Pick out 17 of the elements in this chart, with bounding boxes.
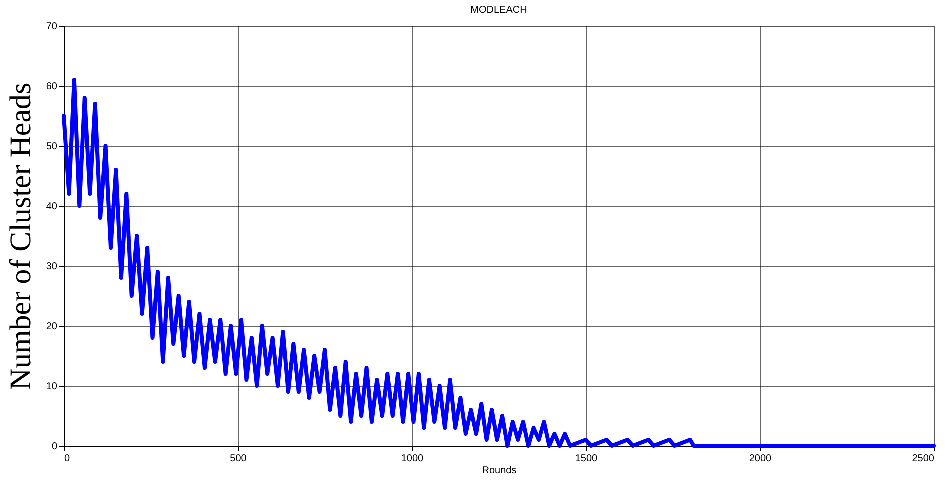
x-tick-label: 1500 — [575, 454, 598, 464]
y-tick-label: 70 — [46, 22, 58, 32]
y-tick-label: 40 — [46, 202, 58, 212]
chart-title: MODLEACH — [470, 5, 528, 16]
y-tick-label: 30 — [46, 262, 58, 272]
x-tick-label: 0 — [64, 454, 70, 464]
x-tick-label: 1000 — [401, 454, 424, 464]
x-tick-label: 2000 — [749, 454, 772, 464]
x-tick-label: 2500 — [912, 454, 935, 464]
y-tick-label: 20 — [46, 322, 58, 332]
y-tick-label: 0 — [52, 442, 58, 452]
y-axis-title: Number of Cluster Heads — [4, 82, 38, 390]
y-tick-label: 50 — [46, 142, 58, 152]
x-axis-title: Rounds — [482, 466, 517, 476]
y-tick-label: 60 — [46, 82, 58, 92]
x-tick-label: 500 — [230, 454, 248, 464]
y-tick-label: 10 — [46, 382, 58, 392]
